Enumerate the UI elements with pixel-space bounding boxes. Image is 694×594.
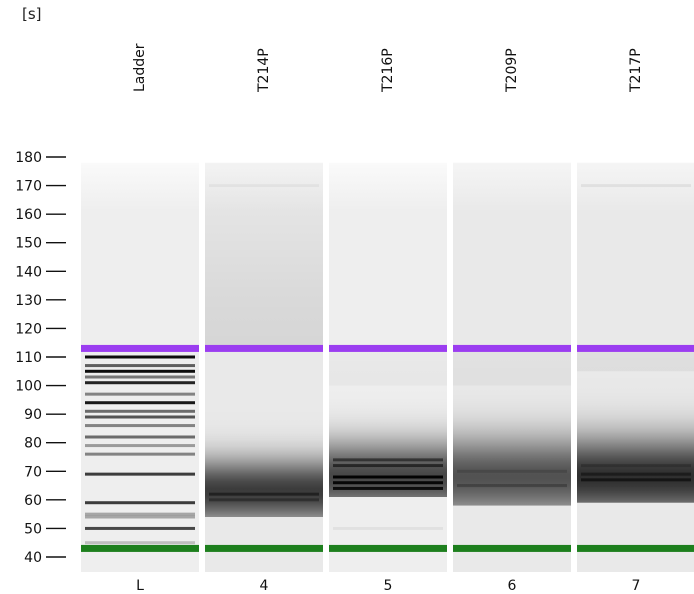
- band-ladder-89: [85, 415, 195, 419]
- lane-t217p: [577, 162, 694, 572]
- upper-marker-ladder: [81, 344, 199, 352]
- band-t217p-69: [581, 472, 691, 476]
- lane-number-t216p: 5: [384, 578, 393, 594]
- lane-number-t217p: 7: [632, 578, 641, 594]
- y-tick-label-150: 150: [15, 236, 42, 252]
- band-ladder-94: [85, 401, 195, 405]
- band-ladder-97: [85, 392, 195, 396]
- smear-t214p-0: [205, 348, 323, 517]
- y-tick-label-180: 180: [15, 150, 42, 166]
- lane-t216p: [329, 162, 447, 572]
- lane-name-t217p: T217P: [628, 48, 644, 93]
- band-ladder-50: [85, 526, 195, 530]
- band-ladder-76: [85, 452, 195, 456]
- y-tick-label-170: 170: [15, 179, 42, 195]
- lower-marker-t217p: [577, 544, 694, 552]
- band-ladder-59: [85, 501, 195, 505]
- y-tick-label-140: 140: [15, 264, 42, 280]
- band-t216p-64: [333, 486, 443, 490]
- smear-t217p-0: [577, 371, 694, 503]
- smear-t214p-1: [205, 162, 323, 349]
- band-t214p-170: [209, 184, 319, 188]
- upper-marker-t216p: [329, 344, 447, 352]
- y-tick-label-100: 100: [15, 379, 42, 395]
- band-t214p-60: [209, 498, 319, 502]
- y-tick-label-70: 70: [24, 464, 42, 480]
- band-t216p-68: [333, 475, 443, 479]
- band-t209p-70: [457, 469, 567, 473]
- y-tick-label-120: 120: [15, 321, 42, 337]
- band-ladder-101: [85, 381, 195, 385]
- upper-marker-t217p: [577, 344, 694, 352]
- upper-marker-t214p: [205, 344, 323, 352]
- band-t217p-72: [581, 464, 691, 468]
- y-tick-label-80: 80: [24, 436, 42, 452]
- band-ladder-55: [85, 512, 195, 516]
- lower-marker-t216p: [329, 544, 447, 552]
- band-t216p-50: [333, 526, 443, 530]
- lane-name-t214p: T214P: [256, 48, 272, 93]
- band-ladder-107: [85, 364, 195, 368]
- lane-name-t209p: T209P: [504, 48, 520, 93]
- band-ladder-105: [85, 369, 195, 373]
- y-tick-label-40: 40: [24, 550, 42, 566]
- band-t216p-74: [333, 458, 443, 462]
- y-tick-label-90: 90: [24, 407, 42, 423]
- band-t216p-72: [333, 464, 443, 468]
- band-ladder-45: [85, 541, 195, 545]
- lane-ladder: [81, 162, 199, 572]
- band-t209p-65: [457, 484, 567, 488]
- lane-number-ladder: L: [136, 578, 144, 594]
- band-ladder-110: [85, 355, 195, 359]
- y-tick-label-50: 50: [24, 521, 42, 537]
- smear-t216p-1: [329, 348, 447, 386]
- lane-name-t216p: T216P: [380, 48, 396, 93]
- lane-t214p: [205, 162, 323, 572]
- lower-marker-ladder: [81, 544, 199, 552]
- smear-t209p-1: [453, 348, 571, 386]
- smear-t217p-1: [577, 348, 694, 372]
- smear-t209p-0: [453, 385, 571, 506]
- lower-marker-t214p: [205, 544, 323, 552]
- y-tick-label-60: 60: [24, 493, 42, 509]
- band-ladder-54: [85, 515, 195, 519]
- band-ladder-91: [85, 409, 195, 413]
- y-tick-label-160: 160: [15, 207, 42, 223]
- band-ladder-82: [85, 435, 195, 439]
- band-t214p-62: [209, 492, 319, 496]
- band-t217p-67: [581, 478, 691, 482]
- lower-marker-t209p: [453, 544, 571, 552]
- y-tick-label-110: 110: [15, 350, 42, 366]
- band-t217p-170: [581, 184, 691, 188]
- upper-marker-t209p: [453, 344, 571, 352]
- y-tick-label-130: 130: [15, 293, 42, 309]
- lane-tint-ladder: [81, 163, 199, 572]
- band-ladder-103: [85, 375, 195, 379]
- lane-number-t209p: 6: [508, 578, 517, 594]
- band-ladder-79: [85, 444, 195, 448]
- band-ladder-69: [85, 472, 195, 476]
- smear-t216p-0: [329, 385, 447, 497]
- band-t216p-66: [333, 481, 443, 485]
- lane-name-ladder: Ladder: [132, 43, 148, 92]
- lane-t209p: [453, 162, 571, 572]
- lane-number-t214p: 4: [260, 578, 269, 594]
- y-axis-unit-label: [s]: [22, 5, 42, 23]
- band-ladder-86: [85, 424, 195, 428]
